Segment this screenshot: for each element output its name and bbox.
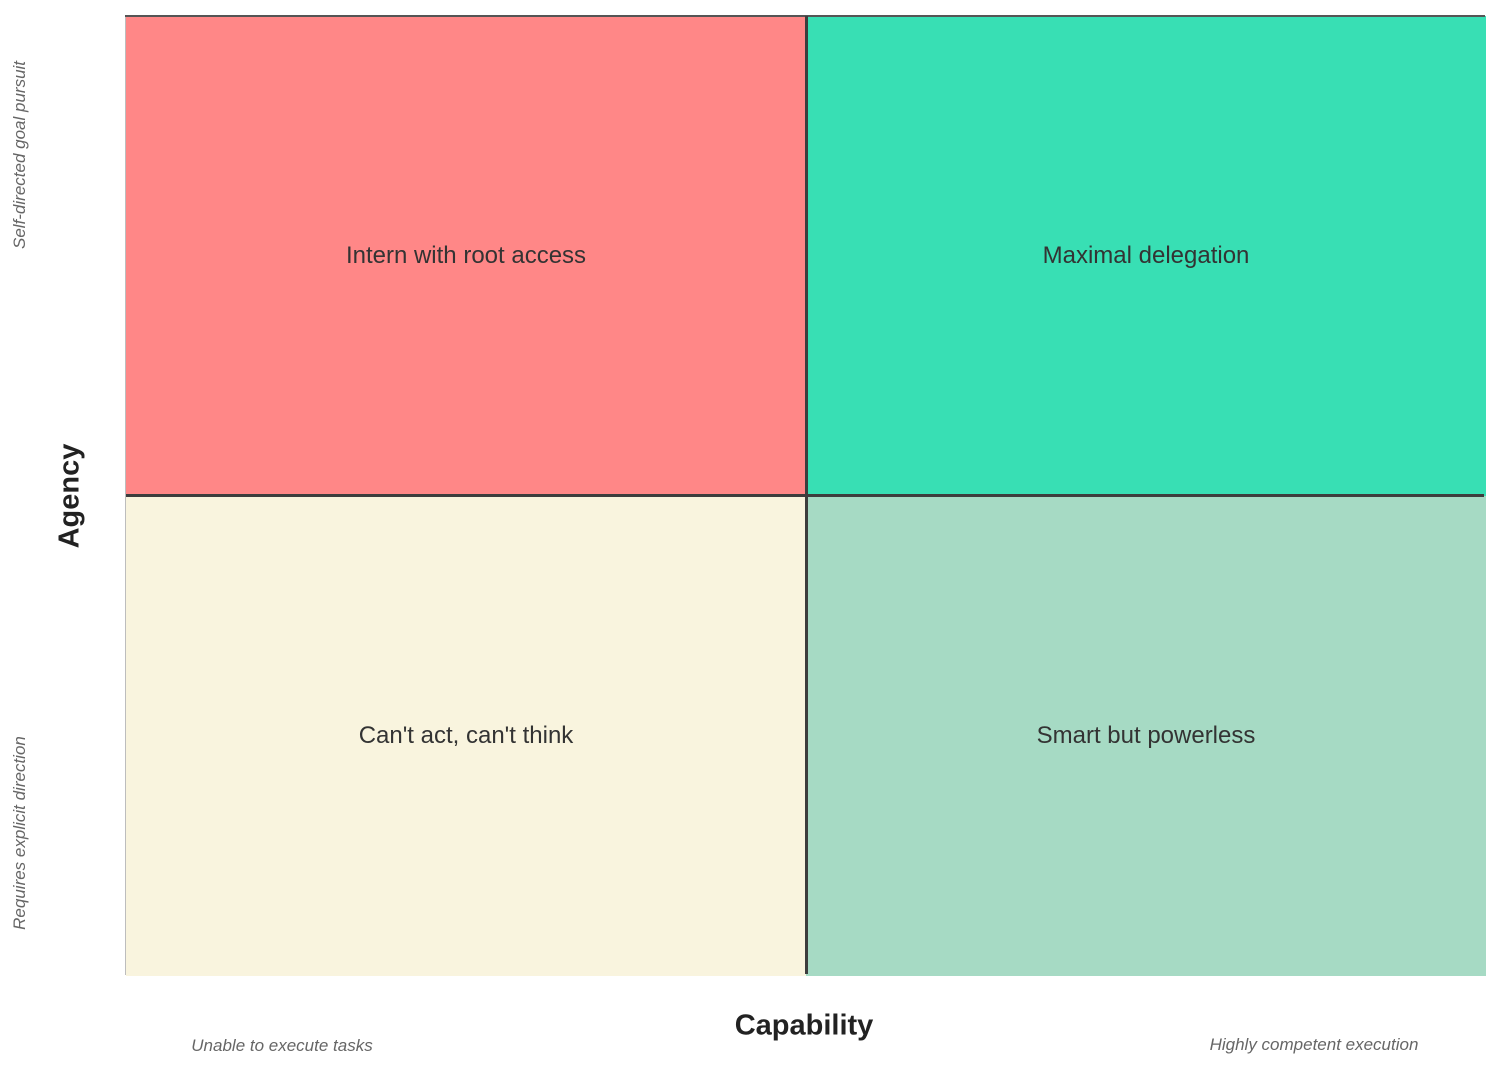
horizontal-divider <box>126 494 1484 497</box>
quadrant-bottom-right: Smart but powerless <box>806 496 1486 976</box>
quadrant-top-right-label: Maximal delegation <box>1042 242 1250 269</box>
quadrant-bottom-left-label: Can't act, can't think <box>358 722 574 749</box>
quadrant-top-left: Intern with root access <box>126 16 806 496</box>
x-axis-title: Capability <box>734 1009 874 1042</box>
x-axis-low-label: Unable to execute tasks <box>191 1036 373 1055</box>
quadrant-matrix: Intern with root access Maximal delegati… <box>125 15 1486 976</box>
y-axis-high-label: Self-directed goal pursuit <box>10 60 29 250</box>
x-axis-high-label: Highly competent execution <box>1209 1035 1419 1054</box>
quadrant-bottom-right-label: Smart but powerless <box>1036 722 1256 749</box>
y-axis-title: Agency <box>53 443 86 549</box>
y-axis-low-label: Requires explicit direction <box>10 736 29 930</box>
quadrant-top-left-label: Intern with root access <box>345 242 587 269</box>
quadrant-bottom-left: Can't act, can't think <box>126 496 806 976</box>
quadrant-top-right: Maximal delegation <box>806 16 1486 496</box>
